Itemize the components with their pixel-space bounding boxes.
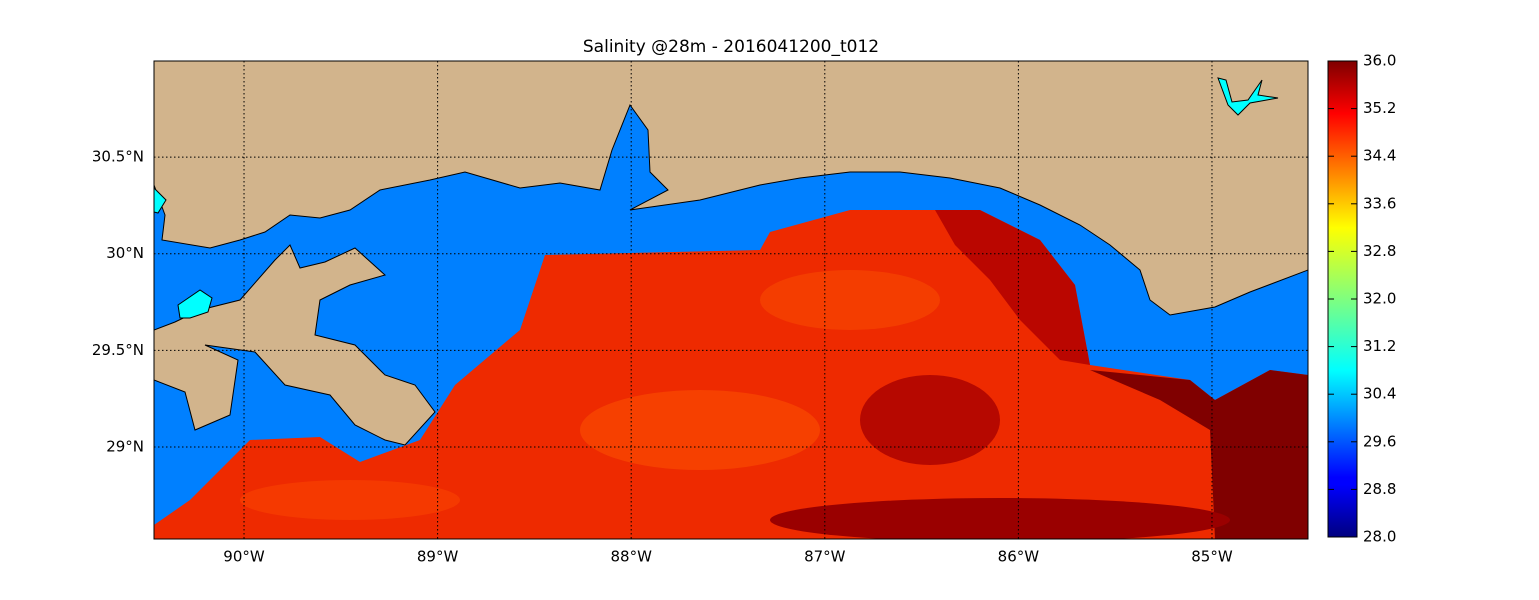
- x-tick-label: 86°W: [998, 548, 1040, 566]
- colorbar-tick-label: 36.0: [1363, 52, 1396, 70]
- salinity-low: [240, 480, 460, 520]
- colorbar-tick-label: 34.4: [1363, 147, 1396, 165]
- lake: [1217, 77, 1279, 116]
- y-tick-label: 30.5°N: [92, 148, 144, 166]
- x-tick-label: 89°W: [417, 548, 459, 566]
- colorbar-tick-label: 28.8: [1363, 480, 1396, 498]
- x-tick-label: 88°W: [610, 548, 652, 566]
- y-tick-label: 29.5°N: [92, 341, 144, 359]
- salinity-low: [760, 270, 940, 330]
- colorbar-tick-label: 32.8: [1363, 242, 1396, 260]
- salinity-high: [860, 375, 1000, 465]
- y-tick-label: 29°N: [106, 437, 144, 455]
- colorbar-tick-label: 29.6: [1363, 432, 1396, 450]
- chart-title: Salinity @28m - 2016041200_t012: [583, 37, 879, 57]
- colorbar-tick-label: 30.4: [1363, 385, 1396, 403]
- colorbar-tick-label: 31.2: [1363, 337, 1396, 355]
- colorbar-tick-label: 35.2: [1363, 99, 1396, 117]
- grid: [154, 61, 1308, 539]
- x-tick-label: 85°W: [1191, 548, 1233, 566]
- colorbar-tick-label: 32.0: [1363, 290, 1396, 308]
- salinity-high: [770, 498, 1230, 539]
- colorbar-tick-label: 28.0: [1363, 528, 1396, 546]
- frame: [153, 60, 1309, 540]
- lake: [177, 289, 213, 319]
- lake: [154, 187, 167, 214]
- x-tick-label: 87°W: [804, 548, 846, 566]
- map-area: [154, 61, 1308, 539]
- salinity-high: [935, 210, 1090, 365]
- delta-land: [154, 244, 436, 446]
- y-tick-label: 30°N: [106, 244, 144, 262]
- salinity-low: [580, 390, 820, 470]
- colorbar-tick-label: 33.6: [1363, 194, 1396, 212]
- x-tick-label: 90°W: [223, 548, 265, 566]
- salinity-high: [1090, 370, 1308, 539]
